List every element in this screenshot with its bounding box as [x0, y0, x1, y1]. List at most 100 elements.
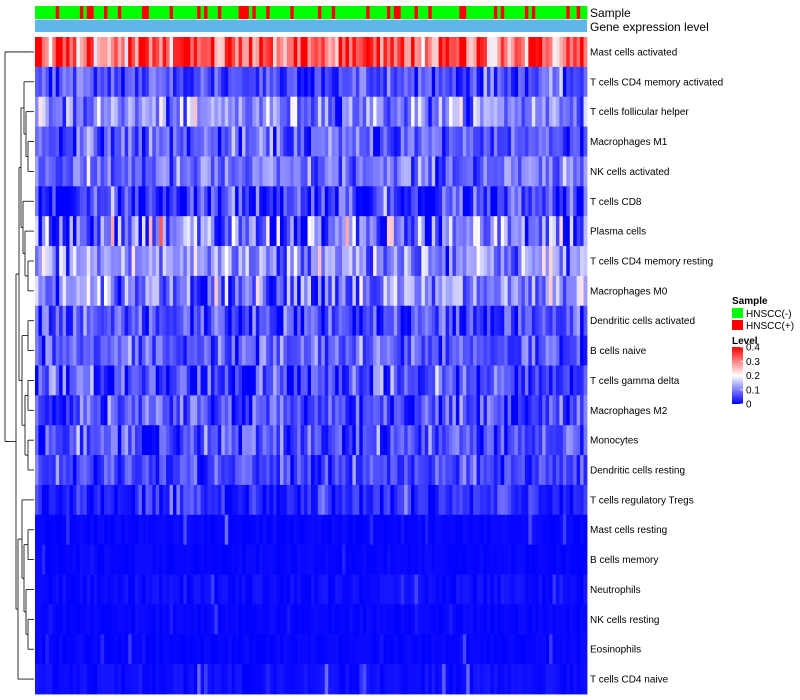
heatmap-cell: [559, 37, 564, 68]
heatmap-cell: [348, 395, 353, 426]
heatmap-cell: [304, 425, 308, 456]
heatmap-cell: [497, 246, 502, 277]
heatmap-cell: [176, 574, 181, 605]
heatmap-cell: [245, 66, 250, 98]
heatmap-cell: [511, 216, 515, 247]
heatmap-cell: [524, 365, 529, 396]
heatmap-cell: [69, 186, 74, 217]
heatmap-cell: [252, 156, 257, 187]
heatmap-cell: [580, 96, 584, 127]
heatmap-cell: [514, 365, 519, 396]
heatmap-cell: [545, 37, 550, 68]
heatmap-cell: [110, 395, 115, 426]
heatmap-cell: [45, 425, 50, 456]
heatmap-cell: [411, 96, 415, 127]
heatmap-cell: [145, 514, 150, 546]
heatmap-cell: [383, 544, 388, 575]
heatmap-cell: [535, 514, 540, 546]
heatmap-cell: [566, 604, 571, 635]
heatmap-cell: [338, 37, 343, 68]
heatmap-cell: [72, 246, 77, 277]
heatmap-cell: [231, 544, 236, 575]
heatmap-cell: [214, 37, 219, 68]
heatmap-cell: [345, 305, 350, 337]
heatmap-cell: [304, 634, 308, 665]
heatmap-cell: [576, 216, 581, 247]
heatmap-cell: [331, 275, 336, 307]
heatmap-cell: [304, 246, 308, 277]
heatmap-cell: [235, 37, 239, 68]
heatmap-cell: [576, 634, 581, 665]
heatmap-cell: [545, 484, 550, 516]
heatmap-cell: [259, 634, 264, 665]
sample-annotation-cell: [511, 6, 515, 19]
heatmap-cell: [273, 186, 277, 217]
heatmap-cell: [152, 37, 157, 68]
heatmap-cell: [238, 37, 243, 68]
heatmap-cell: [321, 156, 326, 187]
heatmap-cell: [200, 246, 205, 277]
heatmap-cell: [72, 96, 77, 127]
heatmap-cell: [141, 186, 146, 217]
heatmap-cell: [100, 484, 105, 516]
heatmap-cell: [152, 156, 157, 187]
heatmap-cell: [397, 37, 402, 68]
heatmap-cell: [128, 365, 132, 396]
heatmap-cell: [266, 634, 270, 665]
heatmap-cell: [580, 664, 584, 695]
heatmap-cell: [348, 96, 353, 127]
heatmap-cell: [93, 96, 98, 127]
heatmap-cell: [242, 216, 246, 247]
heatmap-cell: [355, 186, 360, 217]
heatmap-cell: [76, 574, 81, 605]
heatmap-cell: [317, 275, 322, 307]
heatmap-cell: [124, 186, 129, 217]
heatmap-cell: [345, 66, 350, 98]
heatmap-cell: [383, 604, 388, 635]
heatmap-cell: [545, 514, 550, 546]
heatmap-cell: [252, 425, 257, 456]
heatmap-cell: [390, 96, 395, 127]
heatmap-cell: [200, 395, 205, 426]
heatmap-cell: [321, 395, 326, 426]
heatmap-cell: [269, 246, 274, 277]
heatmap-cell: [155, 365, 160, 396]
heatmap-cell: [438, 544, 443, 575]
heatmap-cell: [297, 574, 302, 605]
heatmap-cell: [121, 246, 126, 277]
heatmap-cell: [469, 186, 474, 217]
heatmap-cell: [159, 246, 164, 277]
heatmap-cell: [286, 664, 291, 695]
heatmap-cell: [462, 425, 467, 456]
heatmap-cell: [469, 305, 474, 337]
heatmap-cell: [293, 365, 298, 396]
heatmap-cell: [562, 634, 567, 665]
heatmap-cell: [231, 305, 236, 337]
heatmap-cell: [321, 126, 326, 157]
heatmap-cell: [390, 126, 395, 157]
heatmap-cell: [273, 96, 277, 127]
heatmap-cell: [583, 216, 588, 247]
heatmap-cell: [110, 156, 115, 187]
heatmap-cell: [335, 216, 339, 247]
heatmap-cell: [97, 275, 101, 307]
heatmap-cell: [469, 425, 474, 456]
heatmap-cell: [452, 514, 457, 546]
heatmap-cell: [400, 37, 405, 68]
heatmap-cell: [514, 544, 519, 575]
row-label: NK cells resting: [590, 615, 659, 626]
heatmap-cell: [490, 634, 495, 665]
heatmap-cell: [176, 96, 181, 127]
heatmap-cell: [390, 156, 395, 187]
heatmap-cell: [369, 574, 374, 605]
heatmap-cell: [255, 365, 260, 396]
heatmap-cell: [35, 664, 39, 695]
heatmap-cell: [76, 275, 81, 307]
heatmap-cell: [283, 246, 288, 277]
sample-annotation-cell: [393, 6, 398, 19]
heatmap-cell: [155, 455, 160, 486]
heatmap-cell: [141, 604, 146, 635]
heatmap-cell: [38, 126, 43, 157]
heatmap-cell: [407, 96, 412, 127]
heatmap-cell: [373, 126, 377, 157]
